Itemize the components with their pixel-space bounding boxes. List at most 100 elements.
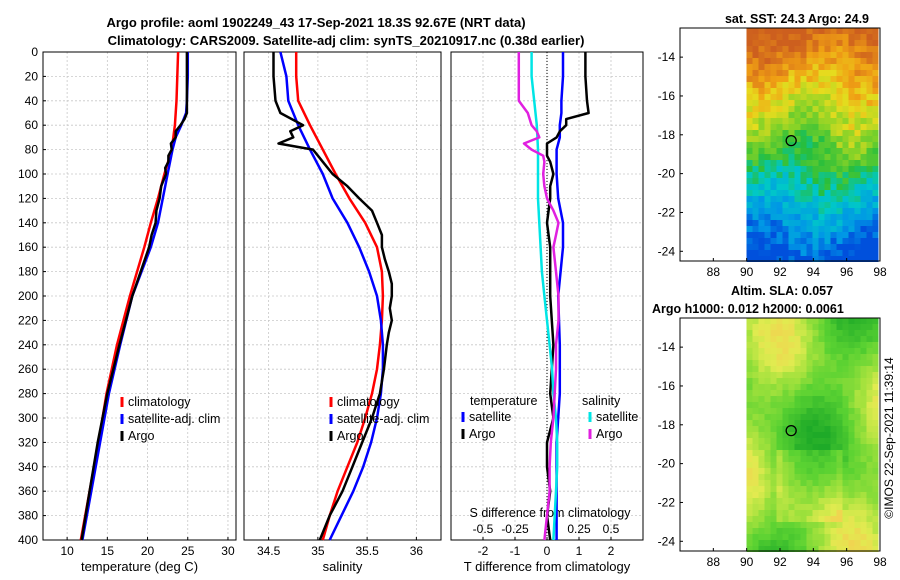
sla_map-cell: [860, 492, 867, 498]
sst_map-cell: [776, 34, 783, 40]
sst_map-cell: [794, 190, 801, 196]
sst_map-cell: [776, 226, 783, 232]
sst_map-cell: [764, 130, 771, 136]
sst_map-cell: [854, 76, 861, 82]
sla_map-cell: [824, 474, 831, 480]
sla_map-cell: [812, 414, 819, 420]
sla_map-cell: [764, 318, 771, 324]
sla_map-cell: [812, 324, 819, 330]
sst_map-cell: [872, 46, 879, 52]
sla_map-cell: [752, 456, 759, 462]
sst_map-cell: [794, 46, 801, 52]
sla_map-cell: [848, 504, 855, 510]
sst_map-cell: [800, 238, 807, 244]
diff-legend-title: salinity: [582, 394, 621, 408]
sst_map-cell: [836, 100, 843, 106]
sst_map-cell: [794, 136, 801, 142]
sst_map-cell: [770, 88, 777, 94]
sst_map-cell: [764, 118, 771, 124]
sst_map-cell: [758, 46, 765, 52]
sla_map-cell: [848, 522, 855, 528]
sla_map-cell: [872, 534, 879, 540]
sst_map-cell: [794, 148, 801, 154]
sla_map-cell: [776, 372, 783, 378]
sst_map-cell: [854, 94, 861, 100]
sla_map-cell: [818, 438, 825, 444]
sla_map-cell: [812, 462, 819, 468]
sst_map-cell: [764, 76, 771, 82]
sst_map-cell: [764, 250, 771, 256]
sst_map-cell: [794, 58, 801, 64]
sst_map-cell: [794, 196, 801, 202]
sla_map-cell: [782, 498, 789, 504]
sla_map-cell: [848, 462, 855, 468]
sst_map-cell: [866, 136, 873, 142]
sst_map-cell: [836, 160, 843, 166]
sla_map-cell: [854, 516, 861, 522]
sst_map-cell: [854, 40, 861, 46]
sla_map-cell: [842, 342, 849, 348]
sla_map-cell: [854, 378, 861, 384]
sst_map-cell: [860, 46, 867, 52]
sla_map-x-tick-label: 94: [807, 555, 821, 569]
sla_map-cell: [872, 486, 879, 492]
sla_map-cell: [752, 366, 759, 372]
sst_map-cell: [800, 178, 807, 184]
sst_map-cell: [866, 154, 873, 160]
sst_map-cell: [782, 64, 789, 70]
sst_map-cell: [830, 154, 837, 160]
sla_map-cell: [800, 516, 807, 522]
sst_map-cell: [830, 52, 837, 58]
diff-series-temperature-argo: [545, 52, 590, 541]
sla_map-cell: [824, 498, 831, 504]
sst_map-cell: [836, 196, 843, 202]
sla_map-cell: [752, 444, 759, 450]
sla_map-cell: [758, 516, 765, 522]
sst_map-cell: [788, 214, 795, 220]
sla_map-cell: [788, 480, 795, 486]
sst_map-cell: [752, 142, 759, 148]
sla_map-cell: [794, 408, 801, 414]
sst_map-cell: [770, 208, 777, 214]
sst_map-cell: [794, 244, 801, 250]
sst_map-cell: [782, 124, 789, 130]
sla_map-cell: [860, 336, 867, 342]
sst_map-cell: [776, 148, 783, 154]
y-tick-label: 300: [18, 411, 38, 425]
sst_map-cell: [782, 232, 789, 238]
sla_map-cell: [836, 372, 843, 378]
sla_map-cell: [800, 456, 807, 462]
figure-title-line2: Climatology: CARS2009. Satellite-adj cli…: [108, 33, 585, 48]
sst_map-x-tick-label: 98: [873, 265, 887, 279]
sst_map-cell: [842, 52, 849, 58]
sst_map-cell: [818, 214, 825, 220]
sla_map-cell: [818, 360, 825, 366]
sla_map-cell: [752, 324, 759, 330]
sla_map-cell: [866, 318, 873, 324]
sla_map-cell: [764, 354, 771, 360]
sst_map-cell: [854, 148, 861, 154]
sst_map-cell: [758, 40, 765, 46]
sla_map-cell: [788, 336, 795, 342]
sla_map-cell: [788, 438, 795, 444]
sst_map-cell: [800, 226, 807, 232]
sst_map-cell: [764, 142, 771, 148]
sst_map-cell: [788, 166, 795, 172]
sla_map-cell: [866, 432, 873, 438]
diff-x-tick-label: -2: [478, 544, 489, 558]
sst_map-cell: [746, 226, 753, 232]
sst_map-cell: [848, 106, 855, 112]
sst_map-cell: [812, 208, 819, 214]
sst_map-cell: [800, 160, 807, 166]
sla_map-cell: [866, 492, 873, 498]
sst_map-cell: [836, 124, 843, 130]
sla_map-cell: [854, 354, 861, 360]
sal-series-argo: [272, 52, 394, 541]
sla_map-cell: [836, 444, 843, 450]
sla_map-cell: [746, 510, 753, 516]
sst_map-cell: [788, 136, 795, 142]
sst_map-cell: [824, 94, 831, 100]
sst_map-cell: [806, 238, 813, 244]
sst_map-cell: [800, 250, 807, 256]
sst_map-cell: [758, 82, 765, 88]
